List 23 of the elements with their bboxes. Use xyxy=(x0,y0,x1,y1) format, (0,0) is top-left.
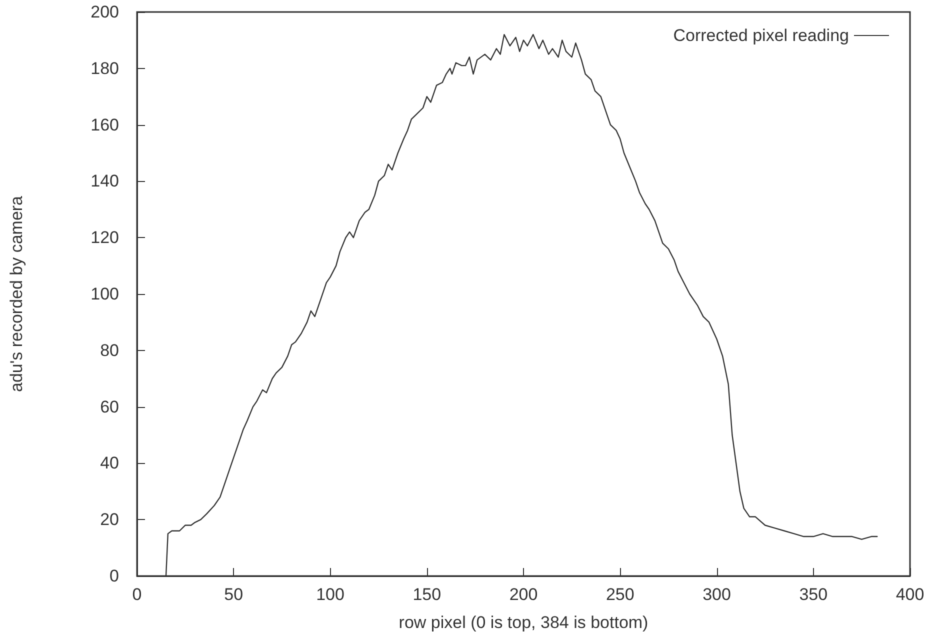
y-axis-title: adu's recorded by camera xyxy=(7,195,26,392)
y-tick-label: 100 xyxy=(90,284,119,304)
y-tick-label: 180 xyxy=(90,58,119,78)
y-tick-label: 40 xyxy=(100,454,119,473)
x-tick-label: 200 xyxy=(509,585,538,604)
x-tick-label: 300 xyxy=(702,585,731,604)
x-tick-label: 400 xyxy=(896,585,924,604)
x-tick-label: 50 xyxy=(224,585,244,604)
x-tick-label: 0 xyxy=(132,585,142,604)
y-tick-label: 140 xyxy=(90,172,119,191)
y-tick-label: 200 xyxy=(90,2,119,22)
x-tick-label: 250 xyxy=(606,585,634,604)
x-tick-label: 100 xyxy=(316,585,344,604)
y-tick-label: 80 xyxy=(100,340,119,360)
y-tick-label: 0 xyxy=(110,566,119,586)
x-axis-title: row pixel (0 is top, 384 is bottom) xyxy=(398,613,648,632)
x-tick-label: 350 xyxy=(799,585,828,604)
legend-label: Corrected pixel reading xyxy=(673,26,849,45)
x-tick-label: 150 xyxy=(412,585,442,604)
y-tick-label: 160 xyxy=(90,115,119,134)
y-tick-label: 60 xyxy=(100,397,119,416)
y-tick-label: 120 xyxy=(90,228,119,248)
y-tick-label: 20 xyxy=(100,510,119,530)
